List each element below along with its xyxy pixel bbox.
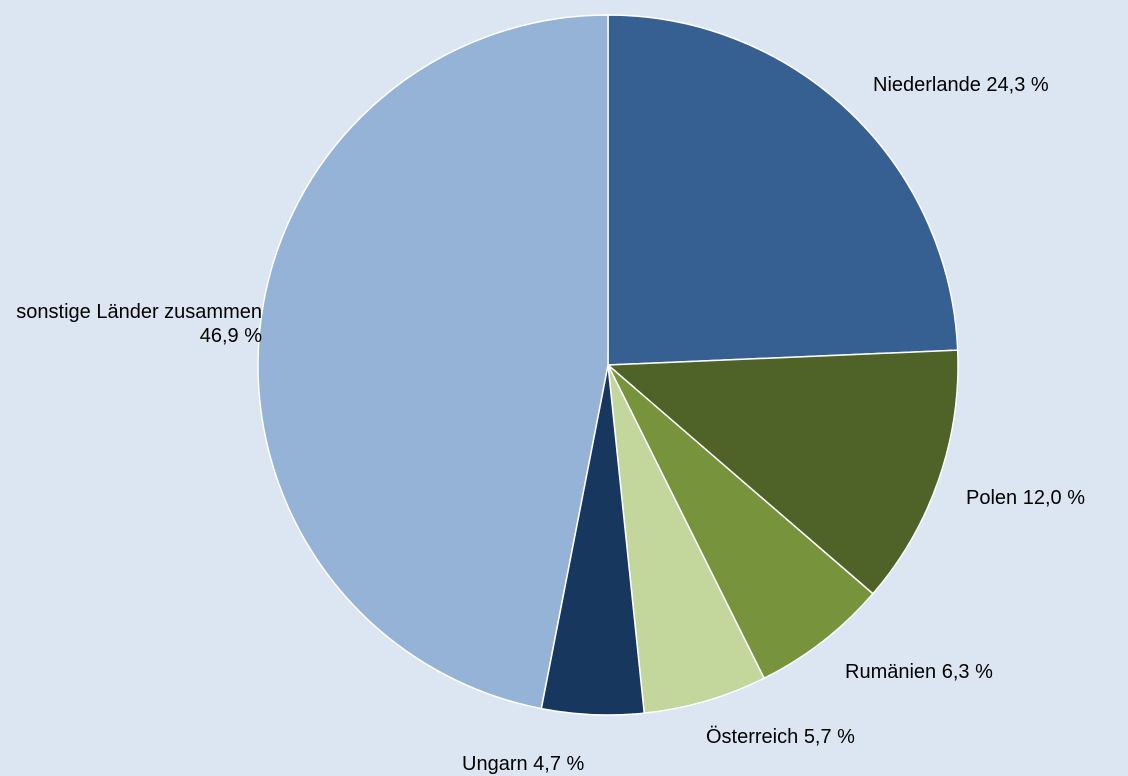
pie-slice bbox=[257, 14, 609, 710]
slice-label: Österreich 5,7 % bbox=[706, 725, 855, 749]
value-label: 5,7 % bbox=[803, 726, 855, 748]
category-label: sonstige Länder zusammen bbox=[16, 301, 262, 323]
value-label: 12,0 % bbox=[1022, 487, 1085, 509]
category-label: Polen bbox=[966, 487, 1018, 509]
pie-slice bbox=[606, 349, 959, 595]
slice-label: Niederlande 24,3 % bbox=[873, 73, 1049, 97]
value-label: 46,9 % bbox=[199, 325, 262, 347]
category-label: Österreich bbox=[706, 726, 799, 748]
pie-slice bbox=[607, 364, 766, 714]
value-label: 4,7 % bbox=[533, 753, 585, 775]
pie-slice bbox=[607, 364, 874, 680]
slice-label: Ungarn 4,7 % bbox=[462, 752, 584, 776]
slice-label: Polen 12,0 % bbox=[966, 486, 1085, 510]
value-label: 24,3 % bbox=[986, 74, 1049, 96]
category-label: Niederlande bbox=[873, 74, 981, 96]
slice-label: Rumänien 6,3 % bbox=[845, 660, 993, 684]
category-label: Ungarn bbox=[462, 753, 528, 775]
pie-slice bbox=[607, 14, 959, 366]
slice-label: sonstige Länder zusammen 46,9 % bbox=[12, 300, 262, 348]
category-label: Rumänien bbox=[845, 661, 937, 683]
value-label: 6,3 % bbox=[941, 661, 993, 683]
